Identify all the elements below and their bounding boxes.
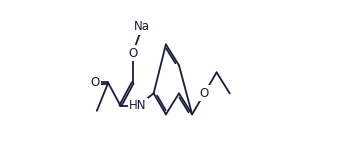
Text: O: O — [128, 47, 137, 60]
Text: Na: Na — [134, 20, 150, 33]
Text: HN: HN — [129, 99, 147, 112]
Text: O: O — [200, 87, 209, 100]
Text: O: O — [91, 76, 100, 89]
